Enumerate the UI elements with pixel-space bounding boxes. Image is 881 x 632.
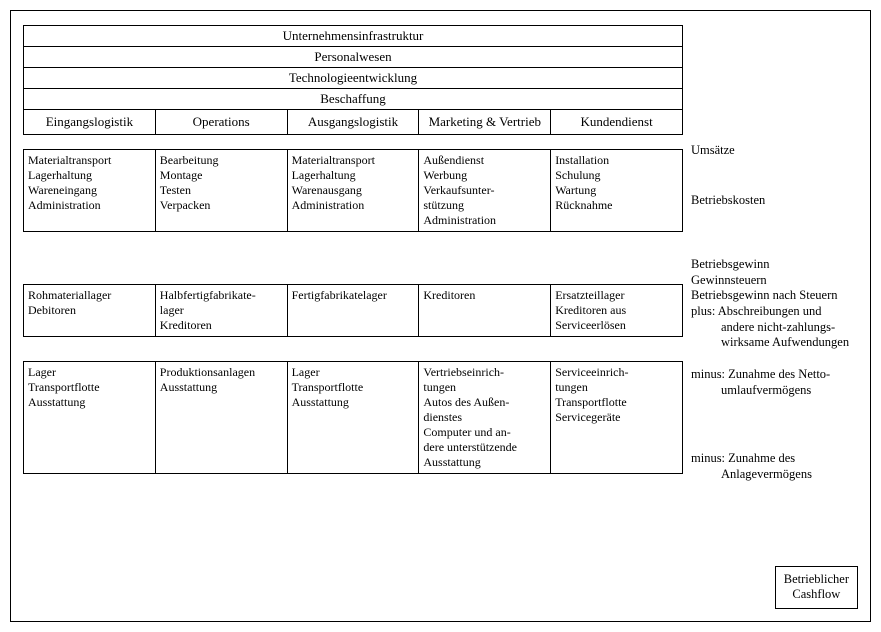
umlauf-c: umlaufvermögens: [691, 383, 830, 399]
label-anlage: minus: Zunahme des Anlagevermögens: [691, 451, 812, 482]
detail-cell: LagerTransportflotteAusstattung: [23, 362, 155, 473]
support-row-procurement: Beschaffung: [23, 88, 683, 110]
detail-cell: Vertriebseinrich-tungenAutos des Außen-d…: [418, 362, 550, 473]
detail-cell: Serviceeinrich-tungenTransportflotteServ…: [550, 362, 683, 473]
anlage-c: Anlagevermögens: [691, 467, 812, 483]
mid-l6: wirksame Aufwendungen: [691, 335, 849, 351]
detail-cell: Fertigfabrikatelager: [287, 285, 419, 336]
right-column: Umsätze Betriebskosten Betriebsgewinn Ge…: [683, 25, 858, 607]
detail-cell: ErsatzteillagerKreditoren ausServiceerlö…: [550, 285, 683, 336]
detail-cell: ProduktionsanlagenAusstattung: [155, 362, 287, 473]
mid-l5: andere nicht-zahlungs-: [691, 320, 849, 336]
detail-cell: LagerTransportflotteAusstattung: [287, 362, 419, 473]
label-betriebskosten: Betriebskosten: [691, 193, 765, 209]
support-row-infra: Unternehmensinfrastruktur: [23, 25, 683, 46]
detail-cell: Halbfertigfabrikate-lagerKreditoren: [155, 285, 287, 336]
detail-cell: BearbeitungMontageTestenVerpacken: [155, 150, 287, 231]
support-row-hr: Personalwesen: [23, 46, 683, 67]
mid-l2: Gewinnsteuern: [691, 273, 767, 287]
cashflow-box: Betrieblicher Cashflow: [775, 566, 858, 609]
primary-header-row: Eingangslogistik Operations Ausgangslogi…: [23, 110, 683, 135]
left-column: Unternehmensinfrastruktur Personalwesen …: [23, 25, 683, 607]
anlage-b: Zunahme des: [728, 451, 795, 465]
primary-marketing: Marketing & Vertrieb: [418, 110, 550, 135]
betriebskosten-row: MaterialtransportLagerhaltungWareneingan…: [23, 149, 683, 232]
diagram-frame: Unternehmensinfrastruktur Personalwesen …: [10, 10, 871, 622]
mid-l4a: plus:: [691, 304, 715, 318]
umlaufvermoegen-row: RohmateriallagerDebitorenHalbfertigfabri…: [23, 284, 683, 337]
support-row-tech: Technologieentwicklung: [23, 67, 683, 88]
detail-cell: RohmateriallagerDebitoren: [23, 285, 155, 336]
label-umsaetze: Umsätze: [691, 143, 735, 159]
primary-service: Kundendienst: [550, 110, 683, 135]
cashflow-l1: Betrieblicher: [784, 572, 849, 586]
anlage-a: minus:: [691, 451, 725, 465]
gap: [23, 135, 683, 149]
umlauf-b: Zunahme des Netto-: [728, 367, 830, 381]
mid-l4b: Abschreibungen und: [718, 304, 822, 318]
main-area: Unternehmensinfrastruktur Personalwesen …: [23, 25, 858, 607]
primary-inbound: Eingangslogistik: [23, 110, 155, 135]
detail-cell: AußendienstWerbungVerkaufsunter-stützung…: [418, 150, 550, 231]
gap: [23, 232, 683, 284]
anlagevermoegen-row: LagerTransportflotteAusstattungProduktio…: [23, 361, 683, 474]
detail-cell: MaterialtransportLagerhaltungWareneingan…: [23, 150, 155, 231]
label-mid-block: Betriebsgewinn Gewinnsteuern Betriebsgew…: [691, 257, 849, 351]
label-umlauf: minus: Zunahme des Netto- umlaufvermögen…: [691, 367, 830, 398]
primary-operations: Operations: [155, 110, 287, 135]
cashflow-l2: Cashflow: [792, 587, 840, 601]
detail-cell: Kreditoren: [418, 285, 550, 336]
primary-outbound: Ausgangslogistik: [287, 110, 419, 135]
mid-l3: Betriebsgewinn nach Steuern: [691, 288, 837, 302]
mid-l1: Betriebsgewinn: [691, 257, 769, 271]
detail-cell: MaterialtransportLagerhaltungWarenausgan…: [287, 150, 419, 231]
gap: [23, 337, 683, 361]
umlauf-a: minus:: [691, 367, 725, 381]
detail-cell: InstallationSchulungWartungRücknahme: [550, 150, 683, 231]
